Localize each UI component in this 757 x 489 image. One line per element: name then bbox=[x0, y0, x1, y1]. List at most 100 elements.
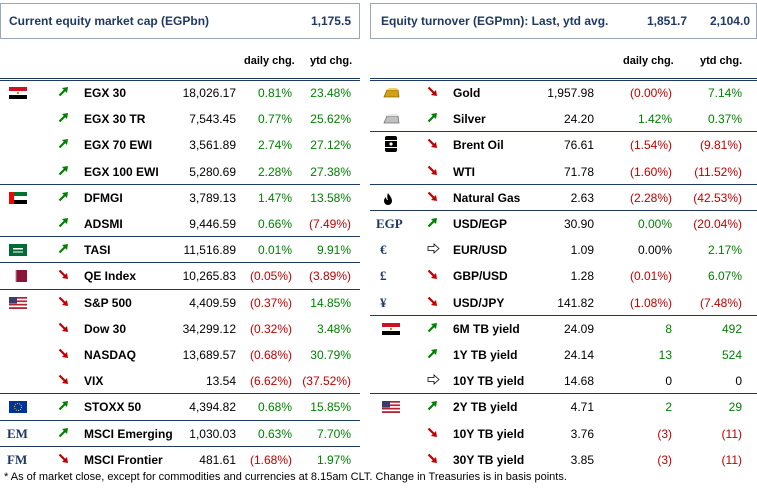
table-row: ¥ USD/JPY 141.82 (1.08%) (7.48%) bbox=[370, 290, 757, 316]
table-row: £ GBP/USD 1.28 (0.01%) 6.07% bbox=[370, 263, 757, 289]
ytd-change: 29 bbox=[728, 400, 742, 415]
daily-change: (6.62%) bbox=[249, 374, 292, 389]
ytd-change: 30.79% bbox=[310, 348, 351, 362]
group-separator bbox=[370, 210, 757, 211]
ytd-change: (37.52%) bbox=[302, 374, 351, 389]
instrument-value: 1,957.98 bbox=[547, 86, 594, 100]
instrument-value: 2.63 bbox=[570, 190, 594, 205]
daily-change: 0.63% bbox=[257, 426, 292, 441]
instrument-value: 34,299.12 bbox=[182, 321, 236, 336]
arrow-up-icon bbox=[58, 217, 69, 228]
daily-change: 0.66% bbox=[257, 217, 292, 231]
arrow-up-icon bbox=[58, 243, 69, 254]
group-separator bbox=[0, 288, 360, 290]
egypt-flag-icon bbox=[9, 87, 27, 99]
daily-change: (1.54%) bbox=[629, 138, 672, 153]
table-row: 2Y TB yield 4.71 2 29 bbox=[370, 394, 757, 420]
ytd-change: 6.07% bbox=[707, 269, 742, 284]
ytd-change: 9.91% bbox=[316, 243, 351, 258]
daily-change: (1.60%) bbox=[629, 164, 672, 179]
group-separator bbox=[0, 236, 360, 238]
table-row: Dow 30 34,299.12 (0.32%) 3.48% bbox=[0, 316, 360, 342]
instrument-name: DFMGI bbox=[84, 190, 123, 205]
ytd-change: (20.04%) bbox=[693, 217, 742, 231]
daily-change: 0 bbox=[665, 374, 672, 389]
arrow-up-icon bbox=[427, 348, 438, 359]
ytd-change: 0.37% bbox=[707, 112, 742, 127]
instrument-value: 24.14 bbox=[563, 348, 594, 362]
instrument-name: EGX 30 TR bbox=[84, 112, 146, 127]
table-row: WTI 71.78 (1.60%) (11.52%) bbox=[370, 159, 757, 185]
ytd-change: 7.70% bbox=[316, 426, 351, 441]
instrument-name: 1Y TB yield bbox=[453, 348, 518, 362]
instrument-name: USD/EGP bbox=[453, 217, 508, 231]
daily-change: (1.08%) bbox=[629, 295, 672, 310]
oil-barrel-icon bbox=[382, 135, 400, 153]
table-row: NASDAQ 13,689.57 (0.68%) 30.79% bbox=[0, 342, 360, 368]
ytd-change: (11) bbox=[721, 426, 742, 441]
ytd-change: 0 bbox=[735, 374, 742, 389]
flame-icon bbox=[382, 192, 400, 205]
arrow-down-icon bbox=[427, 427, 438, 438]
arrow-down-icon bbox=[58, 374, 69, 385]
instrument-name: Gold bbox=[453, 86, 481, 100]
daily-change: 8 bbox=[665, 321, 672, 336]
group-separator bbox=[370, 314, 757, 316]
instrument-value: 141.82 bbox=[557, 295, 594, 310]
footnote: * As of market close, except for commodi… bbox=[4, 471, 567, 483]
em-code-icon: EM bbox=[7, 425, 28, 441]
instrument-value: 10,265.83 bbox=[182, 269, 236, 284]
table-row: VIX 13.54 (6.62%) (37.52%) bbox=[0, 368, 360, 394]
group-separator bbox=[0, 393, 360, 395]
ytd-change: (42.53%) bbox=[693, 190, 742, 205]
daily-change: 0.68% bbox=[257, 400, 292, 415]
instrument-value: 4,394.82 bbox=[189, 400, 236, 415]
qatar-flag-icon bbox=[9, 270, 27, 283]
ytd-change: (3.89%) bbox=[308, 269, 351, 284]
table-row: 10Y TB yield 14.68 0 0 bbox=[370, 368, 757, 394]
ytd-change: (11) bbox=[721, 452, 742, 467]
table-row: 30Y TB yield 3.85 (3) (11) bbox=[370, 447, 757, 473]
yen-icon: ¥ bbox=[380, 294, 387, 310]
table-top-rule bbox=[0, 78, 360, 81]
col-ytd-chg: ytd chg. bbox=[700, 55, 743, 67]
instrument-value: 3.76 bbox=[570, 426, 594, 441]
ytd-change: (11.52%) bbox=[694, 164, 742, 179]
table-row: ADSMI 9,446.59 0.66% (7.49%) bbox=[0, 211, 360, 237]
daily-change: (3) bbox=[657, 452, 672, 467]
group-separator bbox=[370, 183, 757, 185]
market-cap-title: Current equity market cap (EGPbn) bbox=[9, 14, 210, 28]
daily-change: 0.00% bbox=[637, 217, 672, 231]
table-row: Silver 24.20 1.42% 0.37% bbox=[370, 106, 757, 132]
instrument-name: MSCI Frontier bbox=[84, 452, 163, 467]
table-row: EGX 30 18,026.17 0.81% 23.48% bbox=[0, 80, 360, 106]
instrument-value: 4,409.59 bbox=[189, 295, 236, 310]
uae-flag-icon bbox=[9, 191, 27, 204]
instrument-value: 24.09 bbox=[563, 321, 594, 336]
table-row: Gold 1,957.98 (0.00%) 7.14% bbox=[370, 80, 757, 106]
instrument-name: Dow 30 bbox=[84, 321, 127, 336]
table-row: Natural Gas 2.63 (2.28%) (42.53%) bbox=[370, 185, 757, 211]
instrument-name: EUR/USD bbox=[453, 243, 508, 258]
table-row: EM MSCI Emerging 1,030.03 0.63% 7.70% bbox=[0, 421, 360, 447]
us-flag-icon bbox=[9, 296, 27, 309]
col-daily-chg: daily chg. bbox=[244, 55, 295, 67]
arrow-down-icon bbox=[427, 165, 438, 176]
table-row: 10Y TB yield 3.76 (3) (11) bbox=[370, 421, 757, 447]
turnover-ytd: 2,104.0 bbox=[709, 14, 750, 28]
ytd-change: 25.62% bbox=[310, 112, 351, 127]
arrow-down-icon bbox=[58, 322, 69, 333]
ytd-change: (7.49%) bbox=[308, 217, 351, 231]
arrow-down-icon bbox=[58, 296, 69, 307]
market-cap-value: 1,175.5 bbox=[310, 14, 351, 28]
instrument-name: ADSMI bbox=[84, 217, 123, 231]
table-row: DFMGI 3,789.13 1.47% 13.58% bbox=[0, 185, 360, 211]
saudi-flag-icon bbox=[9, 244, 27, 257]
group-separator bbox=[0, 419, 360, 421]
instrument-name: Natural Gas bbox=[453, 190, 521, 205]
instrument-name: NASDAQ bbox=[84, 348, 137, 362]
daily-change: (0.68%) bbox=[249, 348, 292, 362]
daily-change: 1.47% bbox=[257, 190, 292, 205]
instrument-value: 13.54 bbox=[205, 374, 236, 389]
ytd-change: 13.58% bbox=[310, 190, 351, 205]
